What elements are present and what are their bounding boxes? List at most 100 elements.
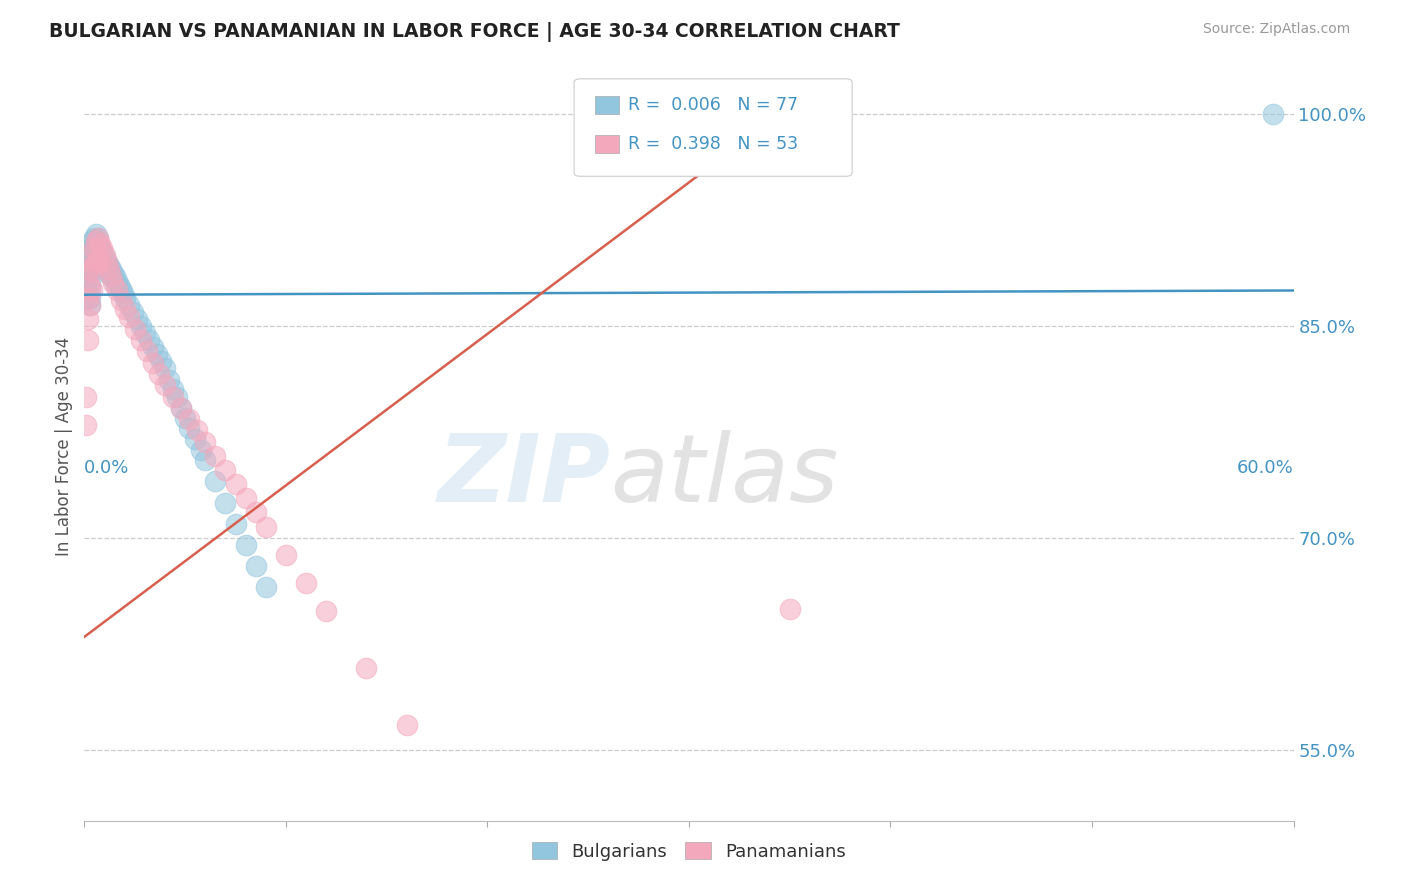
Point xyxy=(82,265,104,279)
Point xyxy=(77,311,100,326)
Point xyxy=(118,310,141,325)
Point xyxy=(170,401,193,415)
Point xyxy=(779,601,801,615)
Point xyxy=(245,559,267,574)
Point xyxy=(96,255,118,269)
Point xyxy=(91,260,114,274)
Point xyxy=(204,449,226,463)
Point xyxy=(87,236,110,251)
Point xyxy=(87,251,110,265)
Point xyxy=(104,277,127,291)
Point xyxy=(162,390,184,404)
Point xyxy=(170,401,193,415)
Point xyxy=(89,248,111,262)
Point xyxy=(477,830,499,845)
Point xyxy=(214,495,236,509)
Point xyxy=(101,267,124,281)
Text: ZIP: ZIP xyxy=(437,430,610,522)
Point xyxy=(77,269,100,284)
Point xyxy=(83,231,105,245)
Point xyxy=(129,333,152,347)
Text: BULGARIAN VS PANAMANIAN IN LABOR FORCE | AGE 30-34 CORRELATION CHART: BULGARIAN VS PANAMANIAN IN LABOR FORCE |… xyxy=(49,22,900,42)
Point xyxy=(83,248,105,262)
Point xyxy=(89,255,111,269)
Point xyxy=(79,284,101,298)
Point xyxy=(82,284,104,298)
Point xyxy=(274,548,297,562)
Point xyxy=(184,432,207,446)
Point xyxy=(105,274,128,288)
Point xyxy=(86,227,108,241)
Point xyxy=(100,269,122,284)
Point xyxy=(97,260,120,274)
Point xyxy=(395,717,418,731)
Point xyxy=(111,286,134,301)
Point xyxy=(110,282,132,296)
Point xyxy=(194,453,217,467)
Point xyxy=(142,355,165,369)
Point xyxy=(77,248,100,262)
Point xyxy=(97,262,120,277)
Point xyxy=(153,378,176,392)
Point xyxy=(96,255,118,269)
Point xyxy=(91,241,114,255)
Text: atlas: atlas xyxy=(610,431,838,522)
Point xyxy=(356,661,378,675)
Point xyxy=(129,318,152,333)
Point xyxy=(235,538,257,552)
Point xyxy=(135,344,157,359)
Point xyxy=(91,245,114,260)
Point xyxy=(101,277,124,291)
Point xyxy=(194,434,217,449)
Point xyxy=(225,516,247,531)
Point xyxy=(79,279,101,293)
Point xyxy=(315,604,337,618)
Point xyxy=(225,477,247,491)
Point xyxy=(142,340,165,354)
Point xyxy=(91,252,114,267)
Bar xyxy=(595,96,619,114)
Point xyxy=(100,269,122,284)
Point xyxy=(77,291,100,305)
Text: 0.0%: 0.0% xyxy=(84,459,129,477)
Point xyxy=(214,463,236,477)
Point xyxy=(254,519,277,533)
Point xyxy=(97,267,120,281)
Text: 60.0%: 60.0% xyxy=(1237,459,1294,477)
Point xyxy=(245,505,267,519)
Point xyxy=(118,298,141,312)
Point xyxy=(134,326,156,340)
Point xyxy=(162,383,184,397)
Point xyxy=(96,262,118,277)
Point xyxy=(125,311,148,326)
Point xyxy=(157,373,180,387)
Point xyxy=(100,262,122,277)
Point xyxy=(104,269,127,284)
Point xyxy=(295,576,318,591)
Point xyxy=(82,255,104,269)
Point xyxy=(114,301,136,316)
Point xyxy=(82,248,104,262)
Point xyxy=(87,231,110,245)
Point xyxy=(75,277,97,291)
Point xyxy=(79,291,101,305)
Point xyxy=(77,333,100,347)
Point xyxy=(89,236,111,251)
Point xyxy=(179,412,201,426)
Point xyxy=(77,262,100,277)
Point xyxy=(83,236,105,251)
Point xyxy=(174,410,197,425)
Point xyxy=(89,241,111,255)
Point xyxy=(79,298,101,312)
Y-axis label: In Labor Force | Age 30-34: In Labor Force | Age 30-34 xyxy=(55,336,73,556)
Point xyxy=(79,241,101,255)
Point xyxy=(75,417,97,432)
Point xyxy=(93,248,115,262)
Point xyxy=(87,251,110,265)
Point xyxy=(79,298,101,312)
Point xyxy=(79,277,101,291)
Point xyxy=(83,258,105,272)
Text: Source: ZipAtlas.com: Source: ZipAtlas.com xyxy=(1202,22,1350,37)
Point xyxy=(83,241,105,255)
Point xyxy=(75,284,97,298)
